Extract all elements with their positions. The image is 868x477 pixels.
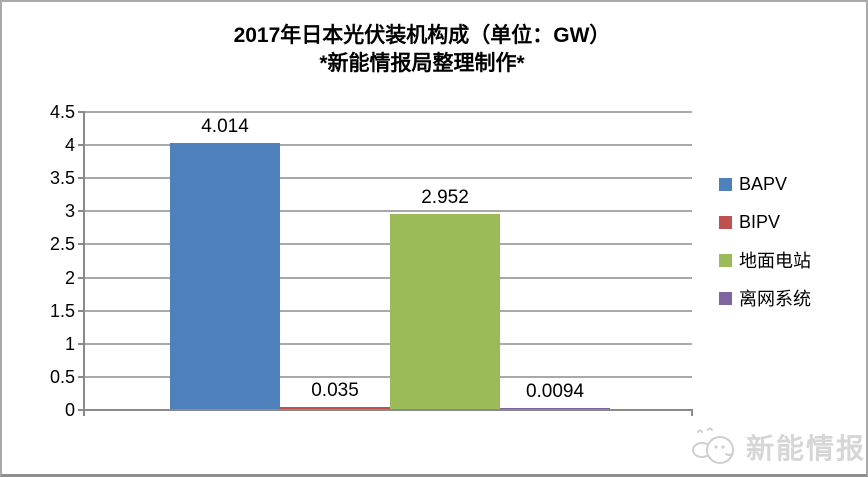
y-axis-tick: [78, 144, 85, 146]
y-axis-tick-label: 0.5: [49, 367, 75, 387]
legend-item-BIPV: BIPV: [719, 211, 780, 233]
legend-label: 离网系统: [739, 289, 811, 309]
y-axis-tick: [78, 243, 85, 245]
gridline: [85, 277, 692, 279]
watermark: 新能情报局: [690, 426, 867, 468]
bar-value-label: 4.014: [201, 116, 249, 138]
chart-subtitle: *新能情报局整理制作*: [319, 52, 525, 75]
y-axis-tick-label: 4: [64, 135, 75, 155]
chart-title-block: 2017年日本光伏装机构成（单位：GW） *新能情报局整理制作*: [2, 22, 842, 78]
legend-item-地面电站: 地面电站: [719, 249, 811, 271]
x-axis-line: [83, 409, 693, 411]
legend-swatch: [719, 215, 732, 229]
watermark-text: 新能情报局: [746, 433, 867, 464]
gridline: [85, 177, 692, 179]
gridline: [85, 111, 692, 113]
y-axis-tick-label: 3.5: [49, 168, 75, 188]
y-axis-tick-label: 1.5: [49, 301, 75, 321]
y-axis-tick: [78, 177, 85, 179]
y-axis-tick: [78, 376, 85, 378]
gridline: [85, 310, 692, 312]
y-axis-tick: [78, 210, 85, 212]
y-axis-tick-label: 3: [64, 201, 75, 221]
y-axis-tick: [78, 409, 85, 411]
y-axis-tick-label: 4.5: [49, 102, 75, 122]
y-axis-tick: [78, 277, 85, 279]
y-axis-tick-label: 0: [64, 400, 75, 420]
y-axis-tick-label: 2: [64, 268, 75, 288]
y-axis-tick: [78, 343, 85, 345]
bar-value-label: 0.035: [311, 379, 359, 401]
bar-BIPV: [280, 406, 390, 409]
gridline: [85, 376, 692, 378]
legend-swatch: [719, 177, 732, 191]
x-axis-end-tick: [691, 409, 693, 416]
legend-item-离网系统: 离网系统: [719, 287, 811, 309]
mascot-chick-icon: [692, 427, 734, 464]
gridline: [85, 243, 692, 245]
gridline: [85, 210, 692, 212]
bar-value-label: 0.0094: [525, 381, 585, 403]
y-axis-tick: [78, 310, 85, 312]
legend-swatch: [719, 291, 732, 305]
bar-离网系统: [500, 408, 610, 409]
legend-label: 地面电站: [739, 251, 811, 271]
gridline: [85, 144, 692, 146]
legend-label: BIPV: [739, 211, 781, 232]
legend-item-BAPV: BAPV: [719, 173, 787, 195]
bar-地面电站: [390, 213, 500, 409]
bar-BAPV: [170, 143, 280, 409]
legend-label: BAPV: [739, 173, 788, 194]
y-axis-line: [83, 111, 85, 416]
y-axis-tick-label: 2.5: [49, 234, 75, 254]
gridline: [85, 343, 692, 345]
chart-title: 2017年日本光伏装机构成（单位：GW）: [233, 24, 611, 47]
legend-swatch: [719, 253, 732, 267]
y-axis-tick-label: 1: [64, 334, 75, 354]
bar-value-label: 2.952: [421, 186, 469, 208]
y-axis-tick: [78, 111, 85, 113]
